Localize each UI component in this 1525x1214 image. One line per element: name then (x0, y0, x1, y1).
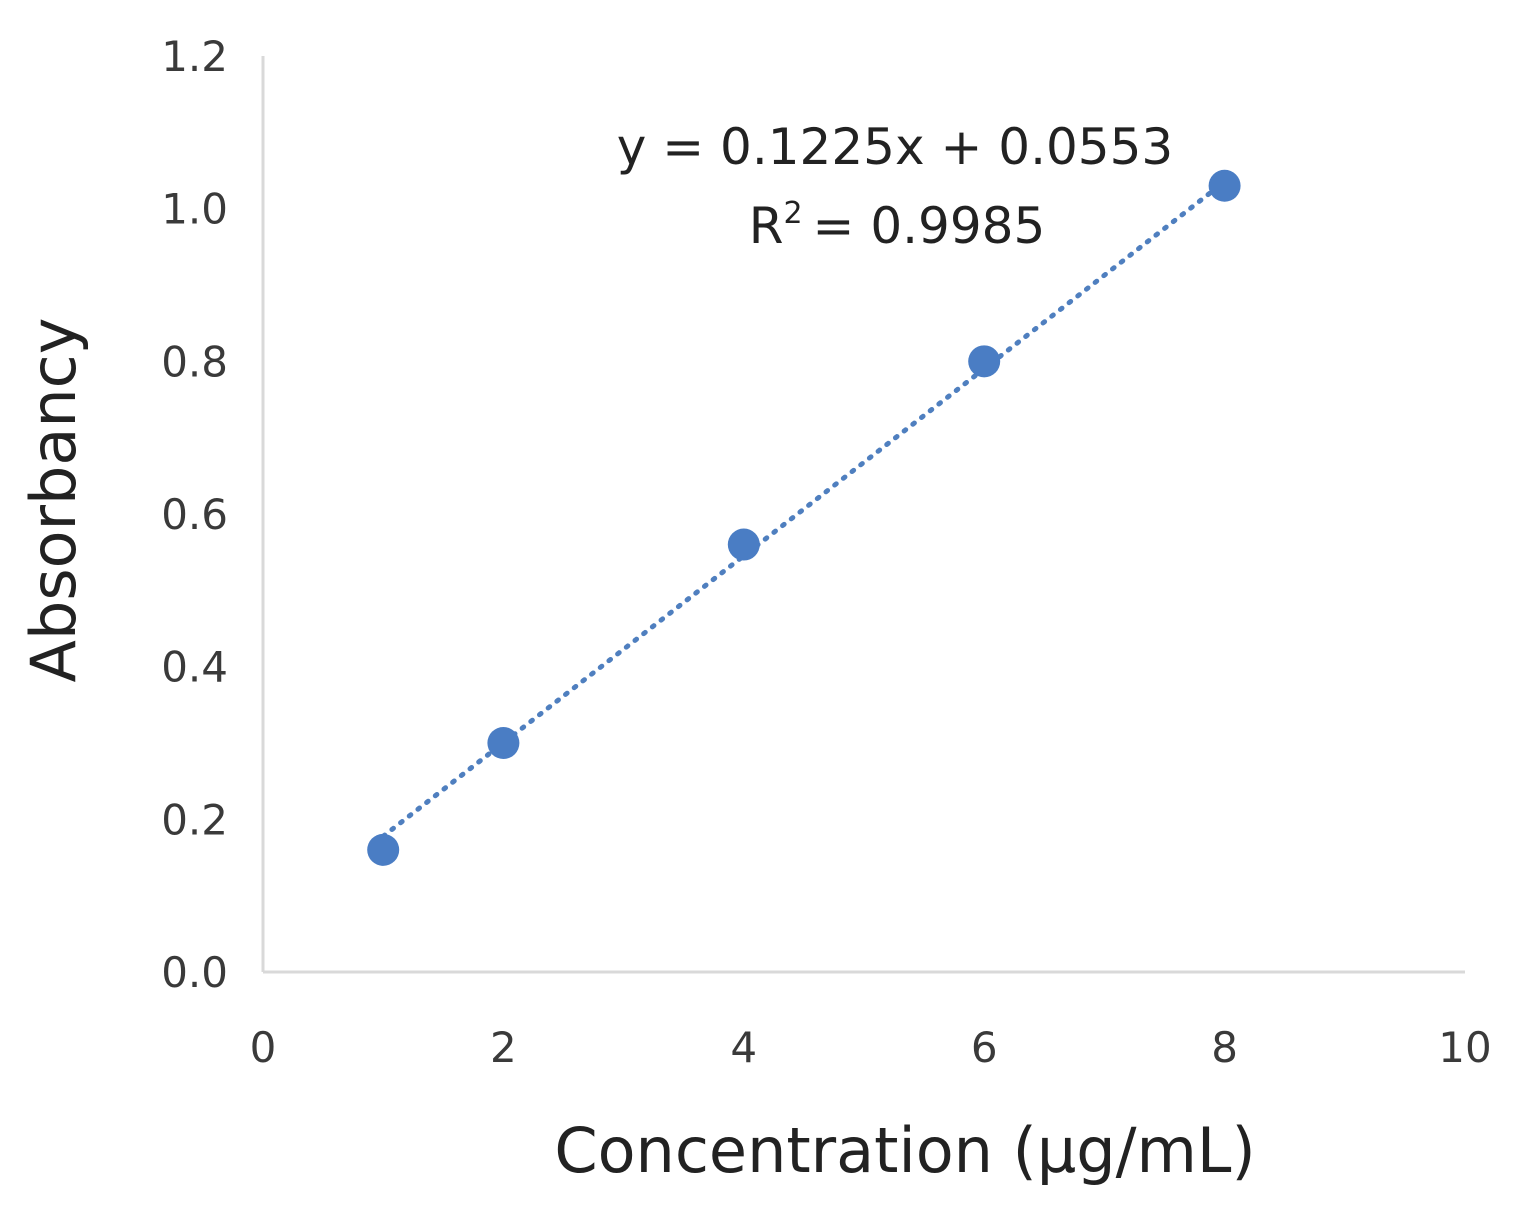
x-tick-label: 2 (490, 1023, 517, 1072)
trendline-equation: y = 0.1225x + 0.0553 (617, 118, 1173, 176)
trendline (380, 179, 1228, 839)
x-tick-label: 10 (1438, 1023, 1491, 1072)
y-tick-label: 1.0 (161, 185, 228, 234)
data-point (1208, 169, 1241, 202)
data-points (367, 169, 1241, 866)
trendline-layer (380, 179, 1228, 839)
r-squared-prefix: R (749, 197, 784, 255)
r-squared-label: R2 = 0.9985 (749, 196, 1046, 255)
y-tick-label: 0.2 (161, 795, 228, 844)
data-point (727, 528, 760, 561)
y-tick-label: 1.2 (161, 32, 228, 81)
data-point (367, 833, 400, 866)
y-tick-label: 0.6 (161, 490, 228, 539)
r-squared-superscript: 2 (783, 196, 802, 231)
y-tick-label: 0.0 (161, 948, 228, 997)
x-tick-label: 8 (1211, 1023, 1238, 1072)
axes (261, 56, 1465, 974)
y-tick-label: 0.8 (161, 337, 228, 386)
x-tick-label: 0 (250, 1023, 277, 1072)
data-point (487, 727, 520, 759)
x-tick-label: 4 (730, 1023, 757, 1072)
data-point (968, 345, 1001, 378)
x-axis-title: Concentration (µg/mL) (554, 1114, 1255, 1187)
y-axis-title: Absorbancy (17, 318, 90, 683)
x-tick-label: 6 (971, 1023, 998, 1072)
y-tick-label: 0.4 (161, 643, 228, 692)
r-squared-value: = 0.9985 (813, 197, 1046, 255)
tick-labels: 0 2 4 6 8 10 0.0 0.2 0.4 0.6 0.8 1.0 1.2 (161, 32, 1492, 1072)
